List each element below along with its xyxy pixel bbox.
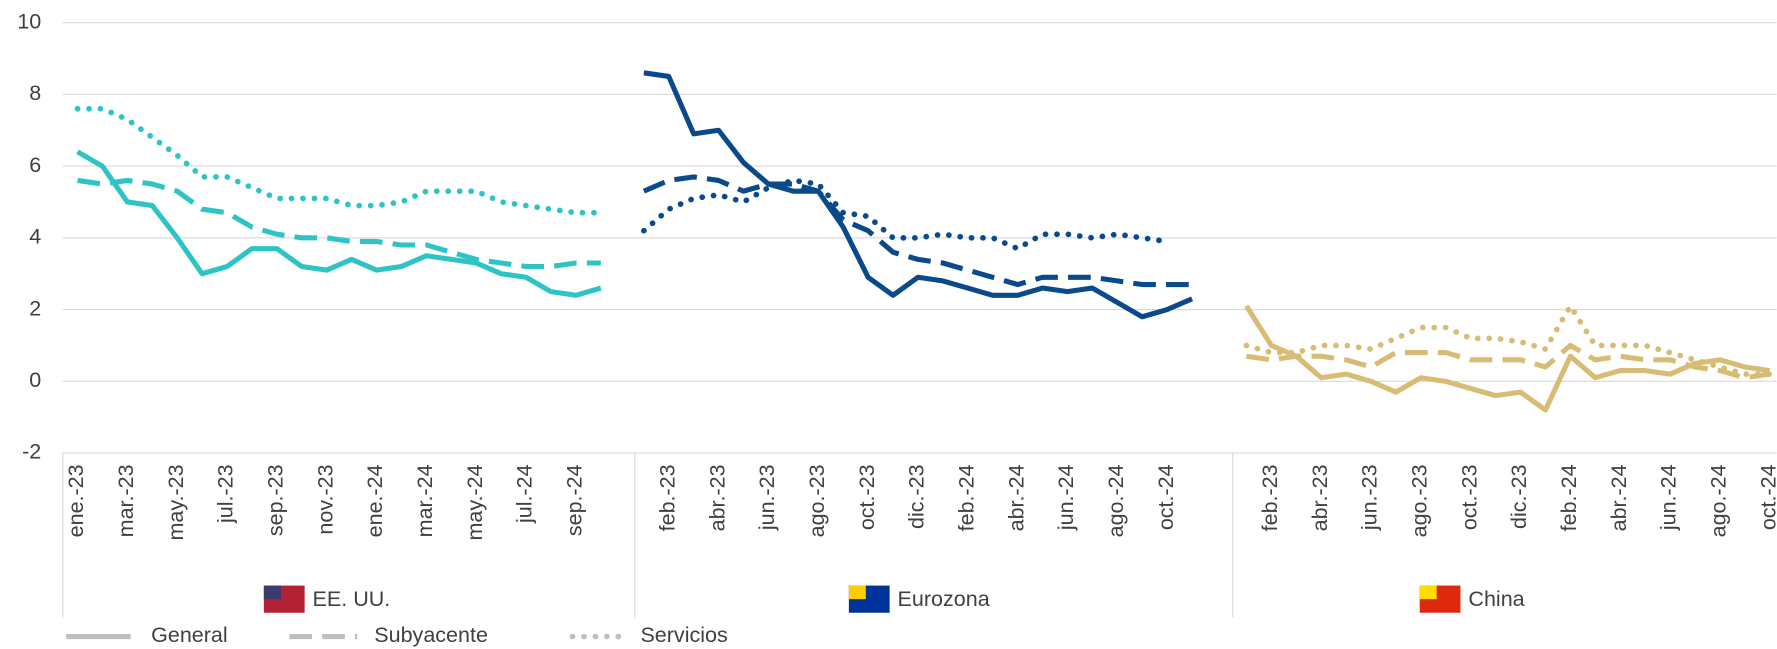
flag-detail <box>848 585 866 600</box>
panel-label: Eurozona <box>898 587 990 611</box>
x-tick-label: abr.-24 <box>1004 464 1028 531</box>
flag-detail <box>263 585 281 600</box>
x-tick-label: mar.-24 <box>413 464 437 537</box>
x-tick-label: oct.-23 <box>1457 464 1481 530</box>
series-line <box>76 149 602 298</box>
x-tick-label: feb.-23 <box>655 464 679 531</box>
x-tick-label: feb.-23 <box>1258 464 1282 531</box>
x-tick-label: oct.-23 <box>855 464 879 530</box>
x-tick-label: abr.-23 <box>1308 464 1332 531</box>
x-tick-label: ago.-23 <box>1408 464 1432 537</box>
x-tick-label: feb.-24 <box>954 464 978 531</box>
y-tick-label: 6 <box>29 153 41 177</box>
x-tick-label: may.-23 <box>164 464 188 540</box>
panel-label: China <box>1468 587 1524 611</box>
x-tick-label: jun.-24 <box>1054 464 1078 531</box>
series-line <box>641 177 1170 252</box>
x-tick-label: jun.-23 <box>1358 464 1382 531</box>
y-tick-label: 8 <box>29 81 41 105</box>
x-tick-label: mar.-23 <box>114 464 138 537</box>
x-tick-label: jun.-23 <box>755 464 779 531</box>
legend-label: Servicios <box>640 623 727 647</box>
series-line <box>1246 342 1771 381</box>
x-tick-label: jun.-24 <box>1657 464 1681 531</box>
x-tick-label: ene.-23 <box>64 464 88 537</box>
x-tick-label: ene.-24 <box>363 464 387 537</box>
y-tick-label: 0 <box>29 368 41 392</box>
series-line <box>642 174 1193 288</box>
y-tick-label: -2 <box>22 440 41 464</box>
x-tick-label: sep.-23 <box>264 464 288 536</box>
y-tick-label: 2 <box>29 296 41 320</box>
x-tick-label: oct.-24 <box>1756 464 1777 530</box>
x-tick-label: oct.-24 <box>1154 464 1178 530</box>
x-tick-label: ago.-24 <box>1104 464 1128 537</box>
y-tick-label: 10 <box>17 9 41 33</box>
x-tick-label: jul.-23 <box>214 464 238 524</box>
x-tick-label: abr.-23 <box>705 464 729 531</box>
series-line <box>74 105 604 216</box>
x-tick-label: abr.-24 <box>1607 464 1631 531</box>
series-line <box>643 70 1194 320</box>
legend-label: Subyacente <box>374 623 488 647</box>
series-line <box>77 177 601 270</box>
x-tick-label: sep.-24 <box>563 464 587 536</box>
x-tick-label: dic.-23 <box>1507 464 1531 529</box>
series-line <box>1244 304 1771 413</box>
panel-label: EE. UU. <box>313 587 391 611</box>
series-line <box>1243 303 1773 377</box>
x-tick-label: feb.-24 <box>1557 464 1581 531</box>
legend-label: General <box>151 623 228 647</box>
flag-detail <box>1419 585 1437 600</box>
x-tick-label: dic.-23 <box>905 464 929 529</box>
y-tick-label: 4 <box>29 225 41 249</box>
x-tick-label: nov.-23 <box>313 464 337 534</box>
x-tick-label: jul.-24 <box>513 464 537 524</box>
x-tick-label: ago.-23 <box>805 464 829 537</box>
x-tick-label: ago.-24 <box>1707 464 1731 537</box>
x-tick-label: may.-24 <box>463 464 487 540</box>
